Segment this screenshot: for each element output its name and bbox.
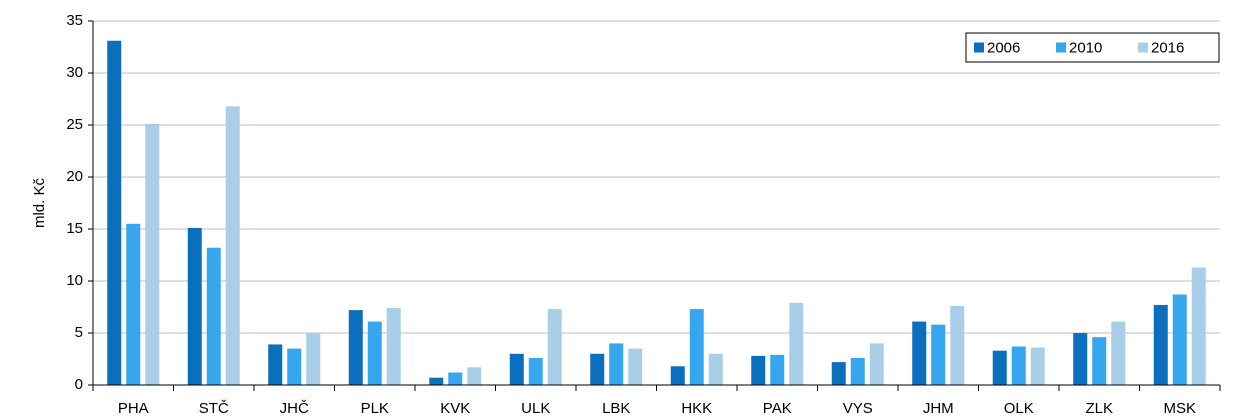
legend-swatch	[1138, 42, 1148, 53]
legend-label: 2006	[987, 39, 1020, 56]
x-tick-label: ZLK	[1085, 400, 1113, 417]
bar	[509, 353, 524, 385]
bar	[912, 321, 927, 385]
y-tick-label: 0	[75, 376, 83, 393]
bar	[268, 344, 283, 385]
bar	[992, 350, 1007, 385]
bar	[1172, 294, 1187, 385]
x-tick-label: HKK	[681, 400, 712, 417]
x-tick-label: STČ	[199, 400, 229, 417]
x-tick-label: JHČ	[280, 400, 309, 417]
bar	[467, 367, 482, 385]
bar	[225, 106, 240, 385]
bar	[429, 377, 444, 385]
x-tick-label: PHA	[118, 400, 149, 417]
bar	[850, 357, 865, 385]
legend-label: 2010	[1069, 39, 1102, 56]
bar	[1092, 337, 1107, 385]
bar	[348, 310, 363, 385]
bar	[931, 324, 946, 385]
bar	[831, 362, 846, 385]
y-tick-label: 15	[66, 220, 83, 237]
bar	[306, 333, 321, 385]
bar	[670, 366, 685, 385]
bar	[869, 343, 884, 385]
bar	[1153, 304, 1168, 385]
bar	[547, 309, 562, 385]
bar	[206, 247, 221, 385]
bar	[1030, 347, 1045, 385]
x-tick-label: VYS	[843, 400, 873, 417]
bar	[126, 223, 141, 385]
bar	[751, 355, 766, 385]
x-tick-label: KVK	[440, 400, 470, 417]
legend-swatch	[974, 42, 984, 53]
bar	[590, 353, 605, 385]
x-tick-label: PAK	[763, 400, 792, 417]
bar	[448, 372, 463, 385]
y-tick-label: 35	[66, 12, 83, 29]
x-tick-label: OLK	[1004, 400, 1034, 417]
bar	[145, 123, 160, 386]
bar	[689, 309, 704, 385]
y-tick-label: 5	[75, 324, 83, 341]
y-tick-label: 30	[66, 64, 83, 81]
y-axis-label: mld. Kč	[31, 177, 48, 228]
bar	[528, 357, 543, 385]
legend-label: 2016	[1151, 39, 1184, 56]
bar	[628, 348, 643, 385]
y-tick-label: 10	[66, 272, 83, 289]
x-tick-label: MSK	[1163, 400, 1196, 417]
bar	[107, 40, 122, 385]
bar	[609, 343, 624, 385]
bar	[708, 353, 723, 385]
legend-swatch	[1056, 42, 1066, 53]
y-tick-label: 20	[66, 168, 83, 185]
bar	[770, 354, 785, 385]
x-tick-label: PLK	[361, 400, 389, 417]
bar	[287, 348, 302, 385]
x-tick-label: JHM	[923, 400, 954, 417]
bar	[1111, 321, 1126, 385]
bar	[1073, 333, 1088, 385]
bar	[1011, 346, 1026, 385]
bar	[367, 321, 382, 385]
bar	[789, 302, 804, 385]
x-tick-label: LBK	[602, 400, 630, 417]
legend-box	[965, 32, 1220, 63]
x-tick-label: ULK	[521, 400, 550, 417]
y-tick-label: 25	[66, 116, 83, 133]
bar	[950, 305, 965, 385]
bar	[386, 308, 401, 385]
bar	[1191, 267, 1206, 385]
bar	[187, 227, 202, 385]
